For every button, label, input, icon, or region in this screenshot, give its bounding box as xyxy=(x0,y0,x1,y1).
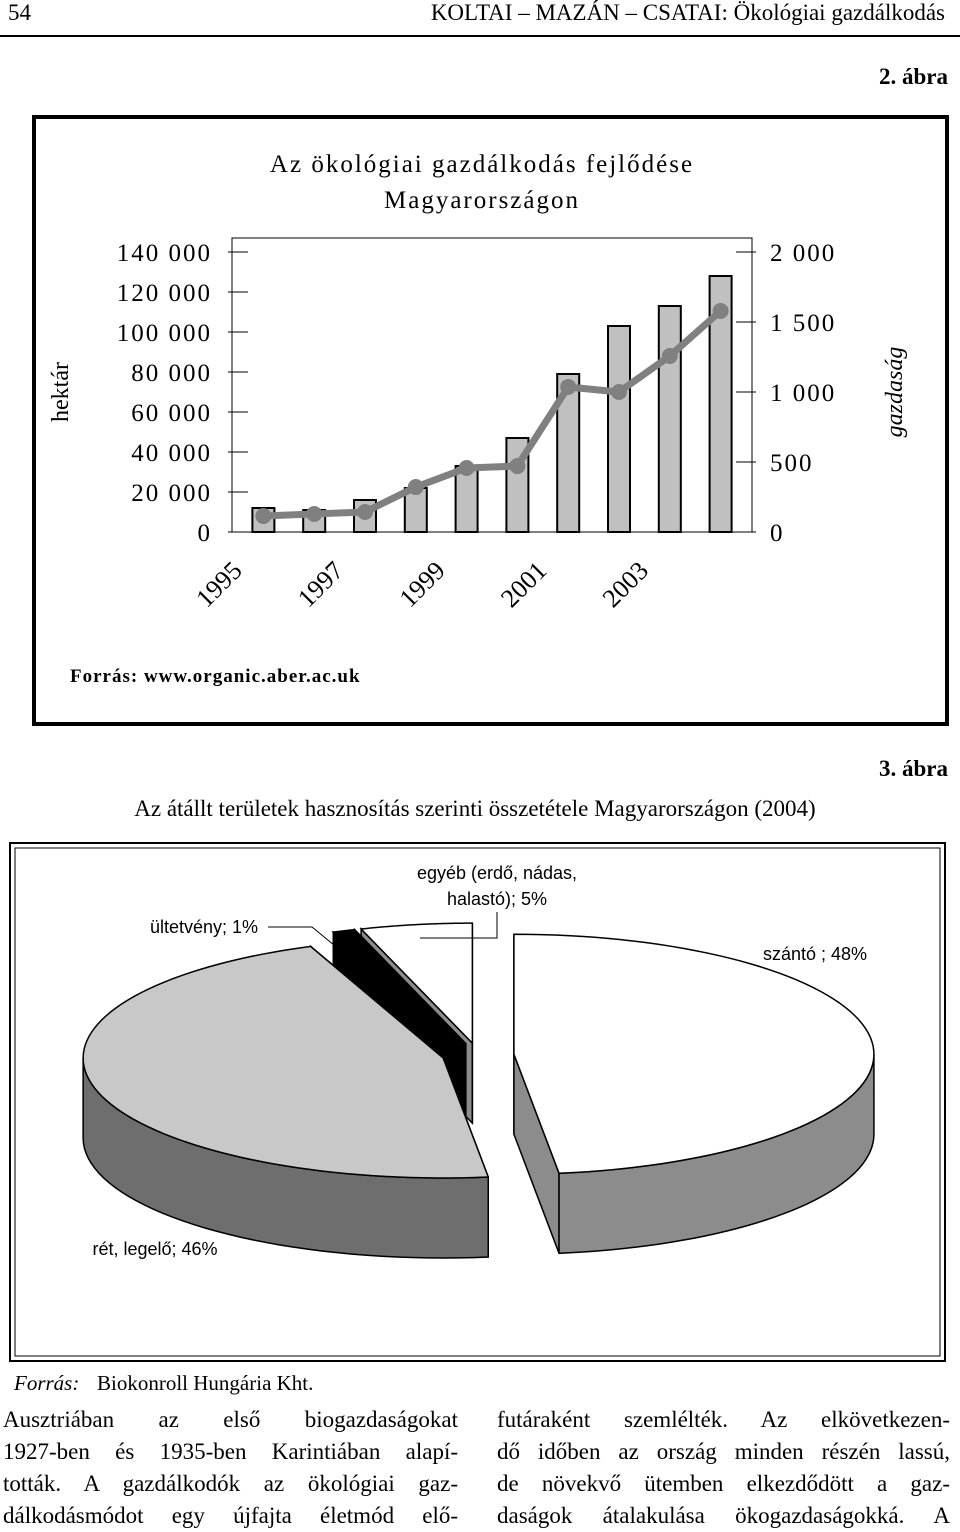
pie xyxy=(82,922,875,1259)
x-tick-label: 1995 xyxy=(190,556,247,613)
text-line: dő időben az ország minden részén lassú, xyxy=(497,1439,950,1464)
text-column: Ausztriában az első biogazdaságokat 1927-… xyxy=(3,1404,458,1532)
y2-tick-label: 1 000 xyxy=(770,380,836,407)
text-line: Ausztriában az első biogazdaságokat xyxy=(3,1407,458,1432)
line-marker xyxy=(611,384,627,400)
slice xyxy=(331,928,467,1045)
y-tick-label: 40 000 xyxy=(131,440,212,467)
leader-line xyxy=(268,926,341,951)
y-tick-label: 140 000 xyxy=(117,240,212,267)
figure-frame xyxy=(32,115,949,726)
bar xyxy=(708,275,733,533)
slice-label: egyéb (erdő, nádas, halastó); 5% xyxy=(416,863,578,909)
line-marker xyxy=(560,378,577,395)
slice xyxy=(513,933,875,1175)
text-line: daságok átalakulása ökogazdaságokká. A xyxy=(497,1503,950,1528)
x-tick-label: 2001 xyxy=(495,556,552,613)
leader-line xyxy=(420,912,498,939)
chart-title: Magyarországon xyxy=(384,187,580,214)
running-title: KOLTAI – MAZÁN – CSATAI: Ökológiai gazdá… xyxy=(431,0,945,25)
y2-tick-label: 1 500 xyxy=(770,310,836,337)
y2-tick-label: 2 000 xyxy=(770,240,836,267)
y2-tick-label: 0 xyxy=(770,520,785,547)
line xyxy=(263,308,723,520)
chart-title: Az átállt területek hasznosítás szerinti… xyxy=(134,796,815,821)
y2-axis-label: gazdaság xyxy=(882,347,908,438)
chart-title: Az ökológiai gazdálkodás fejlődése xyxy=(270,151,694,178)
figure-label: 2. ábra xyxy=(879,64,949,89)
y-tick-label: 20 000 xyxy=(131,480,212,507)
source-label: Forrás: xyxy=(13,1371,79,1395)
y-tick-label: 0 xyxy=(198,520,213,547)
figure-frame-inner xyxy=(14,847,941,1357)
figure-frame xyxy=(9,842,946,1362)
x-tick-label: 1999 xyxy=(394,556,451,613)
page-number: 54 xyxy=(8,0,32,25)
line-marker xyxy=(458,460,475,477)
y-tick-label: 100 000 xyxy=(117,320,212,347)
y-axis-label: hektár xyxy=(48,362,74,422)
y-tick-label: 120 000 xyxy=(117,280,212,307)
y2-tick-label: 500 xyxy=(770,450,814,477)
text-line: dálkodásmódot egy újfajta életmód elő- xyxy=(3,1503,458,1528)
x-tick-label: 2003 xyxy=(597,556,654,613)
y-tick-label: 80 000 xyxy=(131,360,212,387)
source-text: Biokonroll Hungária Kht. xyxy=(97,1371,313,1395)
slice-label: rét, legelő; 46% xyxy=(92,1239,217,1259)
bar xyxy=(556,373,581,533)
text-line: futáraként szemlélték. Az elkövetkezen- xyxy=(497,1407,950,1432)
source: Forrás: www.organic.aber.ac.uk xyxy=(70,666,361,687)
line-marker xyxy=(509,458,526,475)
text-line: de növekvő ütemben elkezdődött a gaz- xyxy=(497,1471,950,1496)
line-marker xyxy=(255,508,272,525)
figure-label: 3. ábra xyxy=(879,756,949,781)
slice xyxy=(82,945,490,1179)
text-column: futáraként szemlélték. Az elkövetkezen-d… xyxy=(497,1404,950,1532)
slice-label: ültetvény; 1% xyxy=(150,917,258,937)
bar xyxy=(607,325,631,533)
line-marker xyxy=(712,302,729,319)
text-line: tották. A gazdálkodók az ökológiai gaz- xyxy=(3,1471,458,1496)
bar xyxy=(657,305,682,533)
slice-label: szántó ; 48% xyxy=(763,944,867,964)
text-line: 1927-ben és 1935-ben Karintiában alapí- xyxy=(3,1439,458,1464)
line-marker xyxy=(661,348,678,365)
x-tick-label: 1997 xyxy=(292,556,349,613)
line-marker xyxy=(357,503,373,520)
line-marker xyxy=(407,479,424,496)
slice xyxy=(359,922,474,1045)
y-tick-label: 60 000 xyxy=(131,400,212,427)
line-marker xyxy=(306,505,323,522)
